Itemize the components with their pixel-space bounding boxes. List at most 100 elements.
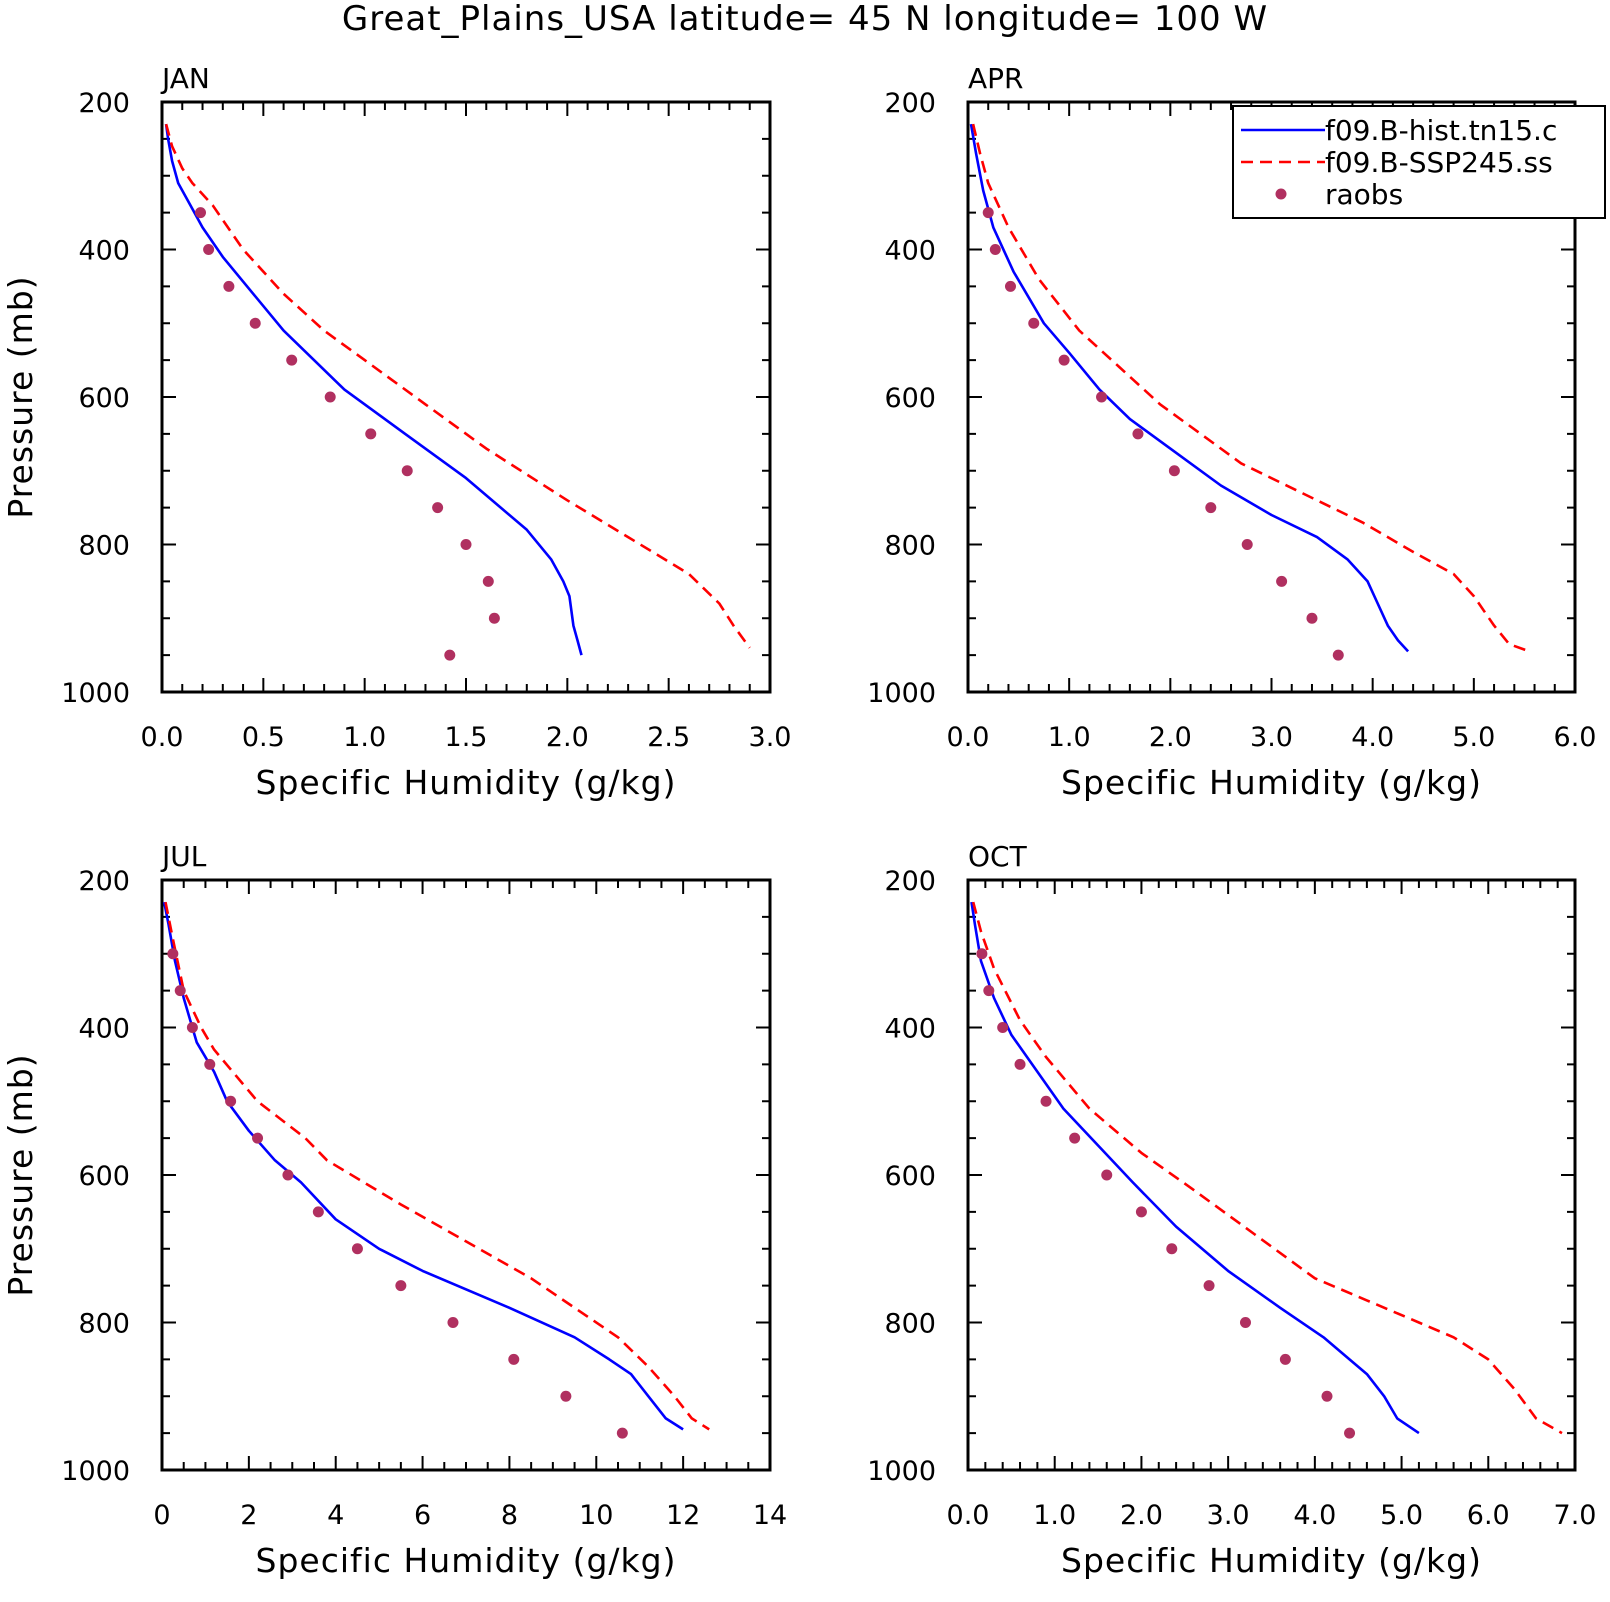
- x-tick-label: 4.0: [1293, 1500, 1336, 1531]
- raobs-point: [508, 1353, 520, 1365]
- raobs-point: [982, 207, 994, 219]
- y-tick-label: 800: [884, 1309, 936, 1340]
- x-tick-label: 5.0: [1452, 722, 1495, 753]
- raobs-point: [983, 985, 995, 997]
- x-tick-label: 6: [414, 1500, 431, 1531]
- raobs-point: [976, 948, 988, 960]
- raobs-point: [1166, 1243, 1178, 1255]
- raobs-point: [1132, 428, 1144, 440]
- y-tick-label: 400: [884, 236, 936, 267]
- x-axis-label-apr: Specific Humidity (g/kg): [1061, 763, 1482, 802]
- series-ssp-line-oct: [971, 901, 1563, 1435]
- x-tick-label: 4.0: [1351, 722, 1394, 753]
- legend-label: f09.B-SSP245.ss: [1325, 146, 1553, 179]
- y-tick-label: 400: [884, 1014, 936, 1045]
- y-tick-label: 1000: [867, 1456, 936, 1487]
- raobs-point: [1096, 391, 1108, 403]
- x-tick-label: 4: [327, 1500, 344, 1531]
- legend-marker: [1275, 188, 1287, 200]
- y-tick-label: 800: [78, 531, 130, 562]
- raobs-point: [252, 1132, 264, 1144]
- raobs-point: [1205, 502, 1217, 514]
- legend-label: f09.B-hist.tn15.c: [1325, 114, 1557, 147]
- x-tick-label: 1.0: [1048, 722, 1091, 753]
- x-axis-label-oct: Specific Humidity (g/kg): [1061, 1541, 1482, 1580]
- raobs-point: [1069, 1132, 1081, 1144]
- x-tick-label: 0.0: [141, 722, 184, 753]
- raobs-point: [401, 465, 413, 477]
- raobs-point: [1203, 1280, 1215, 1292]
- y-tick-label: 1000: [61, 678, 130, 709]
- y-tick-label: 400: [78, 236, 130, 267]
- y-tick-label: 600: [78, 1161, 130, 1192]
- raobs-point: [282, 1169, 294, 1181]
- raobs-point: [432, 502, 444, 514]
- raobs-point: [186, 1022, 198, 1033]
- series-ssp-line-apr: [971, 123, 1530, 653]
- raobs-point: [365, 428, 377, 440]
- x-tick-label: 0.5: [242, 722, 285, 753]
- raobs-point: [1279, 1353, 1291, 1365]
- panel-title-apr: APR: [968, 62, 1024, 95]
- y-tick-label: 600: [78, 383, 130, 414]
- raobs-point: [249, 317, 261, 329]
- raobs-point: [223, 280, 235, 292]
- plot-frame-oct: [966, 878, 1577, 1472]
- raobs-point: [1321, 1390, 1333, 1402]
- series-raobs-jan: [195, 207, 500, 661]
- x-tick-label: 1.0: [1033, 1500, 1076, 1531]
- raobs-point: [488, 612, 500, 624]
- raobs-point: [351, 1243, 363, 1255]
- series-hist-line-oct: [970, 901, 1420, 1435]
- raobs-point: [312, 1206, 324, 1218]
- series-hist-line-jan: [164, 123, 583, 656]
- raobs-point: [1004, 280, 1016, 292]
- x-tick-label: 1.0: [343, 722, 386, 753]
- raobs-point: [1028, 317, 1040, 329]
- x-tick-label: 3.0: [1250, 722, 1293, 753]
- raobs-point: [1058, 354, 1070, 366]
- x-tick-label: 2.0: [1120, 1500, 1163, 1531]
- raobs-point: [997, 1022, 1009, 1033]
- y-tick-label: 200: [78, 88, 130, 119]
- x-axis-label-jul: Specific Humidity (g/kg): [256, 1541, 677, 1580]
- raobs-point: [204, 1058, 216, 1070]
- legend-entry: f09.B-SSP245.ss: [1241, 146, 1553, 179]
- panel-jul: JUL 0 2 4 6 8 10 12 14 200 400 600 800 1000 Specific H…: [1, 840, 787, 1580]
- y-axis-label-jan: Pressure (mb): [1, 275, 40, 518]
- x-tick-label: 2.0: [546, 722, 589, 753]
- x-tick-label: 0.0: [947, 722, 990, 753]
- panel-title-jul: JUL: [160, 840, 207, 873]
- y-tick-label: 1000: [61, 1456, 130, 1487]
- y-tick-label: 600: [884, 1161, 936, 1192]
- series-raobs-oct: [976, 948, 1356, 1439]
- raobs-point: [1344, 1427, 1356, 1439]
- series-ssp-line-jul: [164, 901, 710, 1431]
- raobs-point: [225, 1095, 237, 1107]
- ticks-oct: [967, 879, 1576, 1471]
- y-tick-label: 800: [884, 531, 936, 562]
- raobs-point: [560, 1390, 572, 1402]
- x-tick-label: 6.0: [1467, 1500, 1510, 1531]
- panel-title-oct: OCT: [968, 840, 1028, 873]
- raobs-point: [1101, 1169, 1113, 1181]
- x-tick-label: 0: [153, 1500, 170, 1531]
- y-axis-label-jul: Pressure (mb): [1, 1053, 40, 1296]
- raobs-point: [1040, 1095, 1052, 1107]
- raobs-point: [1239, 1317, 1251, 1328]
- raobs-point: [444, 649, 456, 661]
- raobs-point: [195, 207, 207, 219]
- legend-entry: f09.B-hist.tn15.c: [1241, 114, 1557, 147]
- raobs-point: [167, 948, 179, 960]
- raobs-point: [1306, 612, 1318, 624]
- raobs-point: [1168, 465, 1180, 477]
- raobs-point: [174, 985, 186, 997]
- panel-title-jan: JAN: [160, 62, 210, 95]
- legend-entry: raobs: [1275, 178, 1403, 211]
- x-tick-label: 8: [501, 1500, 518, 1531]
- x-tick-label: 14: [753, 1500, 787, 1531]
- raobs-point: [286, 354, 298, 366]
